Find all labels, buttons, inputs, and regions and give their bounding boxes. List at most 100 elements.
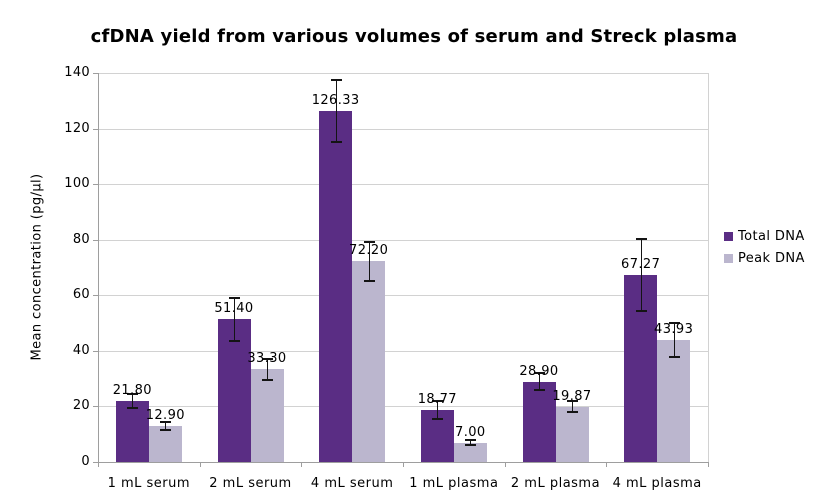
y-axis-tick: [93, 462, 98, 463]
bar: [217, 319, 251, 462]
error-bar-cap: [668, 322, 680, 325]
y-axis-tick: [93, 295, 98, 296]
error-bar-cap: [635, 310, 647, 313]
y-axis-title: Mean concentration (pg/µl): [29, 173, 45, 361]
y-axis-tick: [93, 73, 98, 74]
error-bar-cap: [668, 355, 680, 358]
error-bar-cap: [534, 389, 545, 392]
total-dna-swatch: [724, 232, 733, 241]
error-bar-cap: [363, 279, 375, 282]
value-label: 7.00: [455, 424, 486, 440]
error-bar-line: [234, 297, 235, 341]
error-bar-cap: [160, 421, 172, 424]
value-label: 21.80: [112, 383, 152, 399]
error-bar-line: [539, 373, 540, 391]
bar: [522, 381, 556, 462]
x-axis-tick: [301, 462, 302, 467]
y-tick-label: 140: [64, 65, 90, 80]
gridline: [98, 184, 708, 185]
value-label: 67.27: [621, 257, 661, 273]
legend-item: Total DNA: [724, 229, 805, 244]
error-bar-line: [267, 359, 268, 380]
error-bar-cap: [127, 407, 139, 410]
value-label: 43.93: [654, 321, 694, 337]
plot-border-right: [708, 73, 709, 462]
y-axis-tick: [93, 184, 98, 185]
error-bar-line: [437, 400, 439, 419]
error-bar-cap: [465, 444, 477, 447]
y-tick-label: 40: [72, 343, 90, 358]
legend-label: Peak DNA: [738, 251, 805, 266]
x-category-label: 1 mL serum: [107, 476, 191, 491]
value-label: 12.90: [145, 408, 185, 424]
value-label: 19.87: [552, 388, 592, 404]
error-bar-line: [572, 401, 573, 413]
x-category-label: 1 mL plasma: [409, 476, 499, 491]
error-bar-cap: [330, 79, 342, 82]
x-axis-tick: [98, 462, 99, 467]
legend: Total DNA Peak DNA: [724, 229, 805, 266]
error-bar-cap: [127, 393, 139, 396]
value-label: 28.90: [519, 363, 559, 379]
legend-item: Peak DNA: [724, 251, 805, 266]
bar: [352, 261, 386, 462]
value-label: 33.30: [247, 351, 287, 367]
error-bar-cap: [432, 399, 444, 402]
error-bar-cap: [635, 237, 647, 240]
y-axis-tick: [93, 129, 98, 130]
error-bar-cap: [229, 296, 240, 299]
gridline: [98, 295, 708, 296]
error-bar-line: [335, 80, 337, 142]
error-bar-cap: [330, 140, 342, 143]
error-bar-cap: [229, 339, 240, 342]
error-bar-line: [640, 238, 642, 312]
y-tick-label: 20: [72, 398, 90, 413]
gridline: [98, 73, 708, 74]
x-category-label: 2 mL plasma: [510, 476, 601, 491]
value-label: 18.77: [417, 391, 457, 407]
y-tick-label: 80: [72, 232, 90, 247]
error-bar-line: [132, 394, 134, 409]
bar: [453, 442, 487, 462]
y-axis-tick: [93, 406, 98, 407]
x-axis-tick: [505, 462, 506, 467]
error-bar-cap: [262, 378, 273, 381]
x-category-label: 4 mL plasma: [612, 476, 702, 491]
gridline: [98, 240, 708, 241]
y-axis-tick: [93, 351, 98, 352]
error-bar-cap: [432, 417, 444, 420]
value-label: 126.33: [311, 92, 360, 108]
x-category-label: 4 mL serum: [310, 476, 394, 491]
legend-label: Total DNA: [738, 229, 805, 244]
x-axis-tick: [606, 462, 607, 467]
error-bar-cap: [363, 240, 375, 243]
chart-title: cfDNA yield from various volumes of seru…: [90, 26, 738, 47]
error-bar-cap: [567, 411, 578, 414]
error-bar-cap: [160, 429, 172, 432]
gridline: [98, 406, 708, 407]
bar: [148, 426, 182, 462]
bar: [250, 369, 284, 462]
x-axis-tick: [708, 462, 709, 467]
error-bar-cap: [534, 372, 545, 375]
error-bar-line: [470, 440, 472, 446]
error-bar-cap: [465, 439, 477, 442]
x-category-label: 2 mL serum: [209, 476, 292, 491]
bar: [319, 110, 353, 462]
value-label: 51.40: [214, 301, 254, 317]
y-tick-label: 60: [72, 287, 90, 302]
y-axis-tick: [93, 240, 98, 241]
peak-dna-swatch: [724, 254, 733, 263]
y-tick-label: 120: [64, 121, 90, 136]
error-bar-line: [165, 422, 167, 431]
y-tick-label: 0: [81, 454, 90, 469]
gridline: [98, 129, 708, 130]
y-axis-line: [98, 73, 99, 463]
error-bar-line: [673, 323, 675, 357]
error-bar-cap: [262, 358, 273, 361]
x-axis-tick: [200, 462, 201, 467]
value-label: 72.20: [349, 243, 389, 259]
gridline: [98, 351, 708, 352]
bar: [115, 401, 149, 462]
